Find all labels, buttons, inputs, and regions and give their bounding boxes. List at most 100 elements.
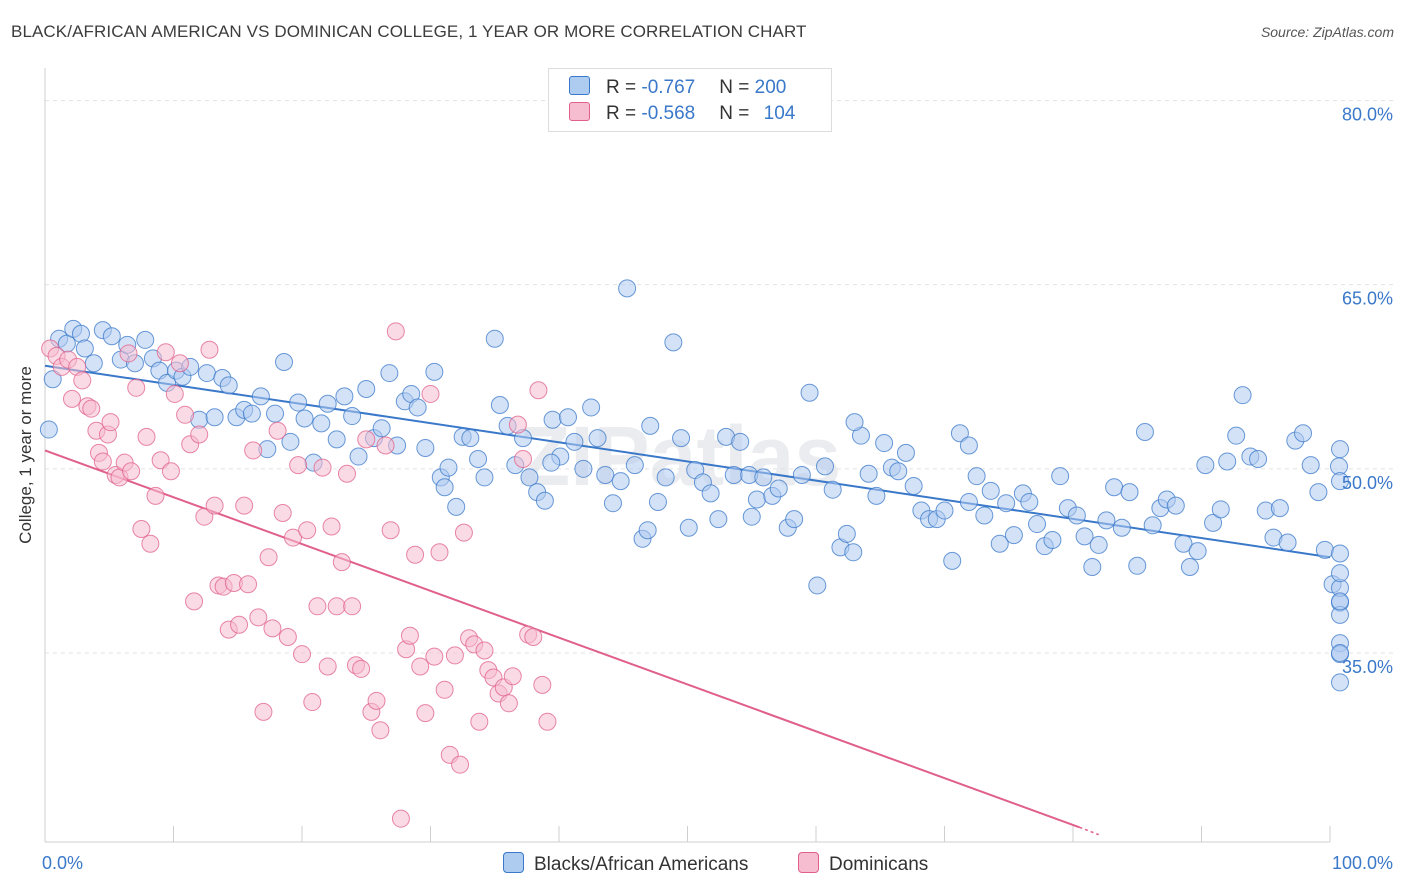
- point-dominicans: [416, 704, 435, 723]
- point-blacks: [1301, 456, 1320, 475]
- y-tick-label: 50.0%: [1342, 473, 1393, 493]
- legend-n-label: N =: [719, 77, 755, 98]
- point-blacks: [990, 534, 1009, 553]
- point-blacks: [959, 436, 978, 455]
- point-dominicans: [538, 712, 557, 731]
- bottom-legend-swatch-blue: [503, 852, 524, 873]
- point-dominicans: [303, 693, 322, 712]
- point-blacks: [618, 279, 637, 298]
- legend-r-label: R =: [606, 103, 642, 124]
- legend-n-value: 104: [763, 103, 796, 124]
- point-blacks: [75, 339, 94, 358]
- point-blacks: [219, 376, 238, 395]
- bottom-legend-dominicans: Dominicans: [798, 852, 928, 876]
- point-blacks: [611, 472, 630, 491]
- point-blacks: [625, 456, 644, 475]
- point-blacks: [959, 492, 978, 511]
- point-dominicans: [239, 575, 258, 594]
- point-dominicans: [230, 615, 249, 634]
- data-points: [39, 279, 1349, 828]
- point-blacks: [357, 380, 376, 399]
- point-dominicans: [176, 405, 195, 424]
- point-blacks: [535, 491, 554, 510]
- x-tick-label: 0.0%: [42, 853, 83, 873]
- point-blacks: [1105, 478, 1124, 497]
- point-blacks: [648, 492, 667, 511]
- point-blacks: [754, 468, 773, 487]
- trend-line-dominicans-extension: [1079, 826, 1099, 836]
- point-blacks: [372, 419, 391, 438]
- point-blacks: [542, 453, 561, 472]
- point-blacks: [136, 330, 155, 349]
- point-blacks: [1174, 534, 1193, 553]
- point-dominicans: [371, 721, 390, 740]
- point-dominicans: [93, 452, 112, 471]
- point-blacks: [565, 432, 584, 451]
- point-dominicans: [127, 378, 146, 397]
- point-blacks: [343, 407, 362, 426]
- point-blacks: [349, 447, 368, 466]
- point-dominicans: [284, 528, 303, 547]
- point-blacks: [1233, 386, 1252, 405]
- point-blacks: [1089, 535, 1108, 554]
- point-blacks: [39, 420, 58, 439]
- point-dominicans: [376, 436, 395, 455]
- point-dominicans: [235, 496, 254, 515]
- point-blacks: [102, 327, 121, 346]
- legend-row-blacks: R = -0.767 N = 200: [569, 76, 786, 100]
- y-tick-label: 80.0%: [1342, 105, 1393, 125]
- point-dominicans: [391, 809, 410, 828]
- legend-r-label: R =: [606, 77, 642, 98]
- point-blacks: [1331, 440, 1349, 459]
- point-blacks: [1166, 496, 1185, 515]
- point-blacks: [1331, 673, 1349, 692]
- point-blacks: [823, 480, 842, 499]
- legend-n-label: N =: [719, 103, 755, 124]
- point-dominicans: [367, 691, 386, 710]
- point-blacks: [1331, 592, 1349, 611]
- point-blacks: [656, 468, 675, 487]
- point-blacks: [867, 486, 886, 505]
- bottom-legend-label: Blacks/African Americans: [534, 854, 749, 875]
- point-blacks: [574, 459, 593, 478]
- point-dominicans: [313, 458, 332, 477]
- point-blacks: [425, 362, 444, 381]
- legend-swatch-blue: [569, 76, 590, 95]
- point-blacks: [672, 429, 691, 448]
- point-dominicans: [82, 399, 101, 418]
- point-blacks: [380, 364, 399, 383]
- point-dominicans: [322, 517, 341, 536]
- point-blacks: [1097, 511, 1116, 530]
- point-dominicans: [381, 521, 400, 540]
- point-blacks: [543, 410, 562, 429]
- point-dominicans: [425, 647, 444, 666]
- point-blacks: [281, 432, 300, 451]
- point-blacks: [461, 429, 480, 448]
- point-blacks: [896, 443, 915, 462]
- x-tick-label: 100.0%: [1332, 853, 1393, 873]
- point-dominicans: [273, 504, 292, 523]
- point-blacks: [769, 479, 788, 498]
- point-blacks: [950, 424, 969, 443]
- point-blacks: [800, 383, 819, 402]
- point-dominicans: [137, 427, 156, 446]
- point-blacks: [664, 333, 683, 352]
- point-blacks: [742, 507, 761, 526]
- point-blacks: [1004, 526, 1023, 545]
- point-blacks: [1331, 564, 1349, 583]
- point-dominicans: [156, 343, 175, 362]
- point-dominicans: [508, 415, 527, 434]
- point-blacks: [43, 370, 62, 389]
- point-dominicans: [62, 389, 81, 408]
- point-blacks: [435, 478, 454, 497]
- point-dominicans: [263, 619, 282, 638]
- point-blacks: [242, 404, 261, 423]
- point-blacks: [1331, 643, 1349, 662]
- point-dominicans: [445, 646, 464, 665]
- point-dominicans: [151, 451, 170, 470]
- point-dominicans: [122, 462, 141, 481]
- point-blacks: [701, 484, 720, 503]
- point-blacks: [447, 497, 466, 516]
- point-blacks: [638, 521, 657, 540]
- point-blacks: [1331, 544, 1349, 563]
